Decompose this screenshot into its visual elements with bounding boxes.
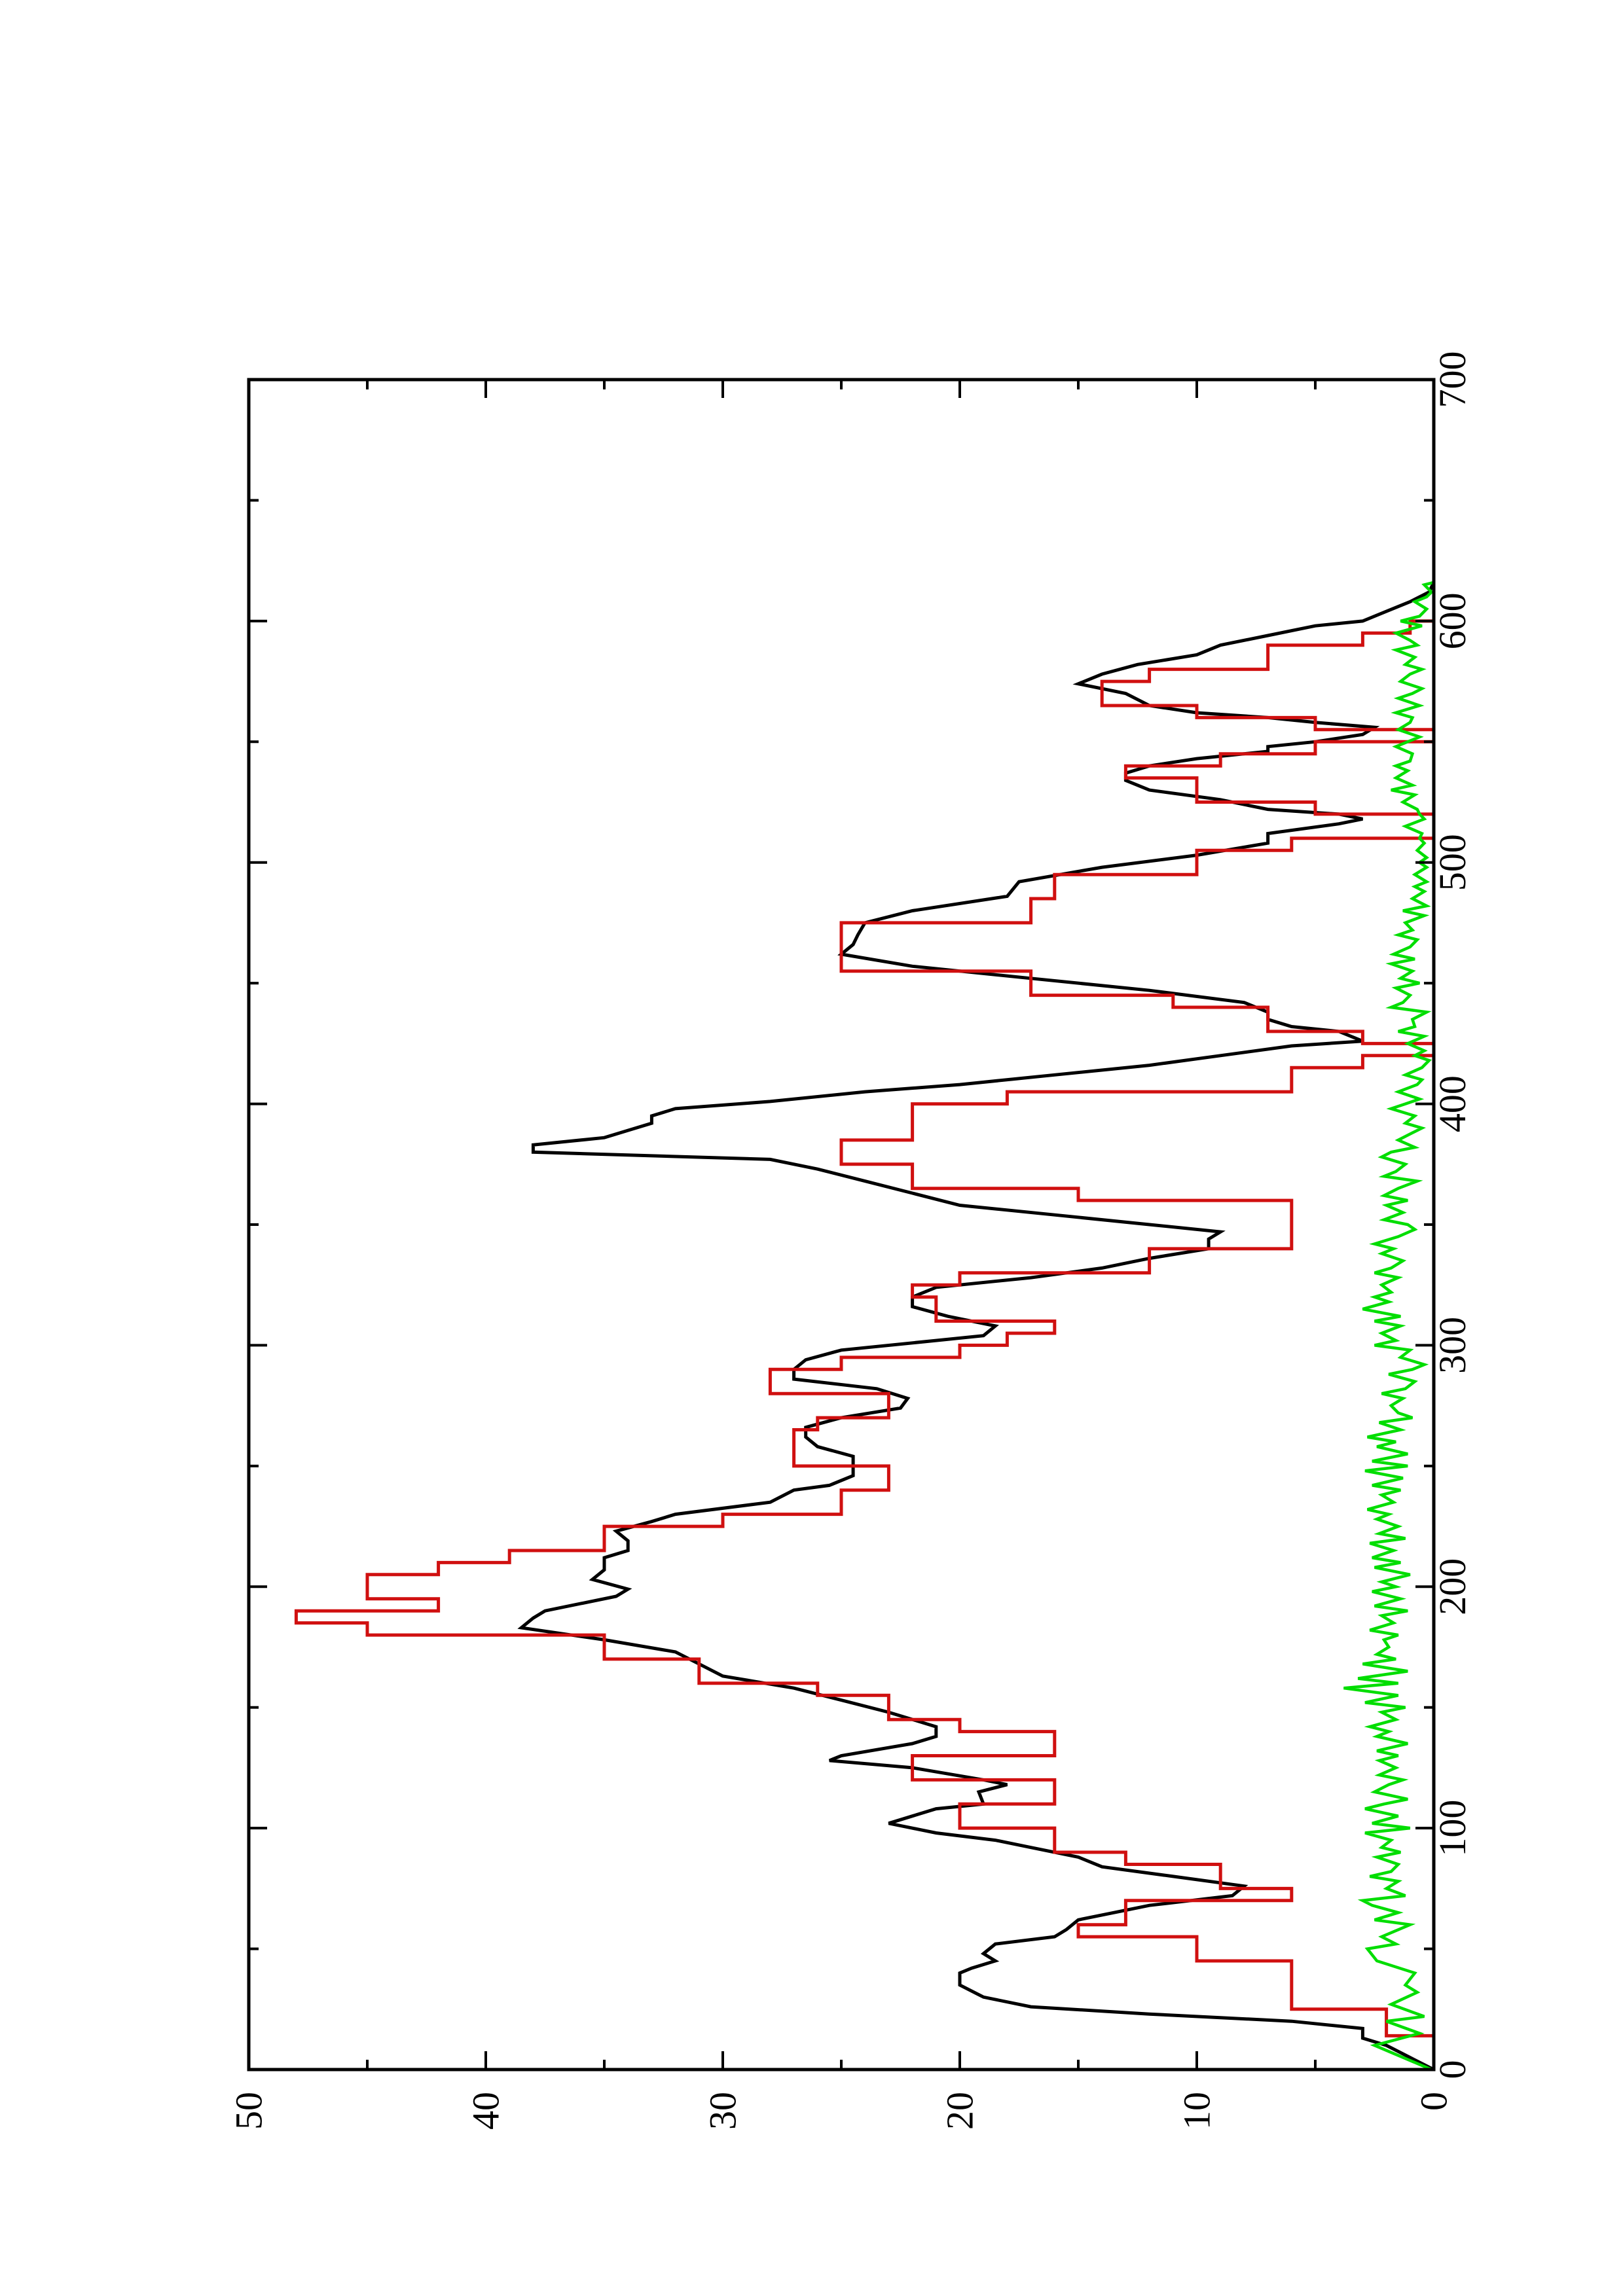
x-tick-label: 400: [1431, 1075, 1474, 1132]
plot-area: [294, 581, 1434, 2070]
series-red-line: [294, 619, 1434, 2070]
series-black-line: [517, 581, 1434, 2070]
y-tick-label: 40: [465, 2092, 507, 2130]
x-tick-label: 0: [1431, 2060, 1474, 2079]
axes: 0 100 200 300 400 500 600 700 0 10 20 30 40 50: [228, 351, 1474, 2130]
x-tick-label: 600: [1431, 592, 1474, 649]
y-tick-label: 20: [939, 2092, 981, 2130]
x-tick-label: 300: [1431, 1317, 1474, 1374]
x-tick-label: 100: [1431, 1800, 1474, 1857]
y-tick-label: 50: [228, 2092, 270, 2130]
x-tick-label: 200: [1431, 1558, 1474, 1615]
plot-frame: [247, 378, 1436, 2072]
x-tick-label: 500: [1431, 834, 1474, 891]
y-tick-label: 30: [702, 2092, 744, 2130]
y-tick-label: 10: [1176, 2092, 1218, 2130]
x-tick-label: 700: [1431, 351, 1474, 408]
y-tick-label: 0: [1413, 2092, 1455, 2111]
series-green-line: [1343, 581, 1434, 2070]
